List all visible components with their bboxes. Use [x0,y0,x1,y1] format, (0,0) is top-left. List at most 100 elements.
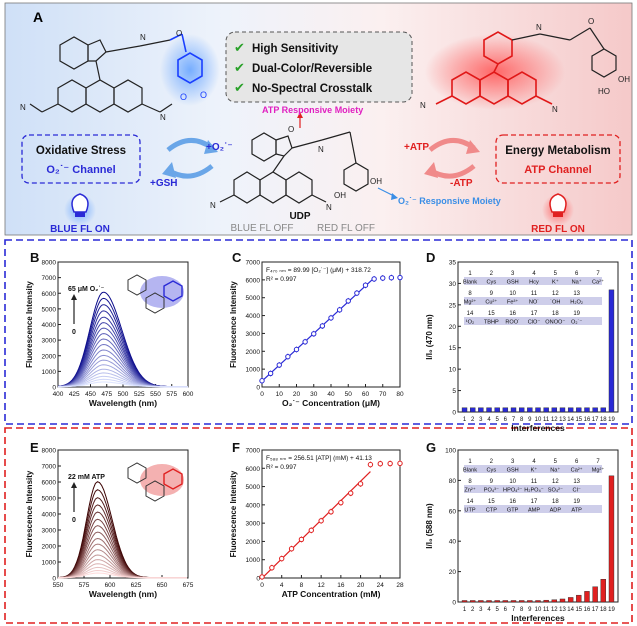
bar [551,599,558,603]
bar-category-label: 11 [543,607,550,613]
bar-category-label: 5 [496,607,500,613]
svg-text:ATP Channel: ATP Channel [524,164,591,176]
blue-on-label: BLUE FL ON [50,224,110,235]
x-tick-label: 625 [131,582,142,589]
legend-name: Mg²⁺ [592,467,605,474]
svg-text:OH: OH [334,191,346,200]
data-point [259,378,265,384]
bar [576,407,582,413]
legend-number: 10 [509,291,516,297]
legend-name: GSH [507,280,519,286]
x-tick-label: 20 [293,391,301,398]
legend-number: 18 [552,499,559,505]
bar-category-label: 5 [496,417,500,423]
y-tick-label: 60 [449,508,457,515]
plot-frame [457,449,619,603]
bar-category-label: 17 [592,417,599,423]
y-tick-label: 7000 [246,260,261,267]
bar [510,407,517,413]
svg-text:N: N [318,145,324,154]
blue-bulb-icon [64,193,96,226]
increase-arrow-head [71,294,77,300]
legend-name: PO₄³⁻ [484,488,499,494]
legend-number: 15 [488,311,495,317]
svg-text:+GSH: +GSH [150,178,178,189]
legend-name: NO˙ [529,300,539,306]
data-point [377,461,383,467]
y-tick-label: 8000 [42,260,57,267]
svg-text:Energy Metabolism: Energy Metabolism [505,145,610,157]
bar [470,600,476,603]
x-tick-label: 40 [327,391,335,398]
spectrum-annotation-bottom: 0 [72,517,76,524]
legend-number: 19 [573,499,580,505]
data-point [371,276,377,282]
bar [518,407,525,413]
y-tick-label: 5000 [246,484,261,491]
bar-category-label: 4 [487,607,491,613]
inset-ring [163,468,183,490]
inset-ring [145,292,165,314]
spectrum-annotation-top: 65 μM O₂˙⁻ [68,285,105,293]
legend-number: 7 [596,459,600,465]
bar-category-label: 16 [584,417,591,423]
bar [592,586,598,603]
data-point [397,274,403,281]
inset-ring [127,462,147,484]
svg-text:N: N [210,201,216,210]
data-point [388,275,395,281]
y-tick-label: 4000 [246,502,261,509]
y-tick-label: 7000 [246,448,261,455]
x-tick-label: 24 [377,582,385,589]
legend-number: 5 [554,459,558,465]
bar-category-label: 6 [504,417,508,423]
y-tick-label: 1000 [246,367,261,374]
data-point [387,460,393,467]
legend-name: AMP [528,508,540,514]
udp-molecule-structure [219,131,369,204]
y-tick-label: 5000 [42,496,57,503]
plot-frame [261,261,401,388]
y-tick-label: 1000 [42,560,57,567]
x-tick-label: 70 [379,391,387,398]
legend-name: K⁺ [531,467,538,474]
y-tick-label: 30 [449,281,457,288]
bar-category-label: 7 [512,607,516,613]
legend-name: GSH [507,468,519,474]
legend-number: 18 [552,311,559,317]
panel-letter: D [426,250,435,265]
bar-category-label: 15 [575,607,582,613]
x-tick-label: 8 [300,582,304,589]
legend-name: Cl⁻ [573,488,581,494]
x-tick-label: 675 [183,582,194,589]
legend-name: O₂˙⁻ [571,320,582,326]
x-tick-label: 12 [318,582,326,589]
data-point [319,323,326,329]
bar [510,600,517,603]
x-tick-label: 650 [157,582,168,589]
blue-row-frame [4,239,633,425]
panel-a: A O O O N N N [4,2,633,236]
inset-glow [140,276,184,308]
x-tick-label: 30 [310,391,318,398]
y-tick-label: 5 [452,388,456,395]
bar-category-label: 18 [600,417,607,423]
y-axis-label: Fluorescence Intensity [25,281,34,368]
red-bulb-icon [542,193,574,226]
legend-name: HPO₄²⁻ [503,488,522,494]
y-tick-label: 7000 [42,464,57,471]
y-tick-label: 0 [256,576,260,583]
svg-text:N: N [552,105,558,114]
legend-number: 11 [531,479,538,485]
y-tick-label: 6000 [42,480,57,487]
data-point [311,331,317,337]
spectrum-curve [58,572,187,579]
legend-name: ˙OH [550,300,560,306]
legend-name: ClO⁻ [528,320,541,326]
x-tick-label: 50 [345,391,353,398]
x-axis-label: ATP Concentration (mM) [282,589,381,599]
x-tick-label: 525 [134,391,145,398]
legend-number: 13 [573,291,580,297]
